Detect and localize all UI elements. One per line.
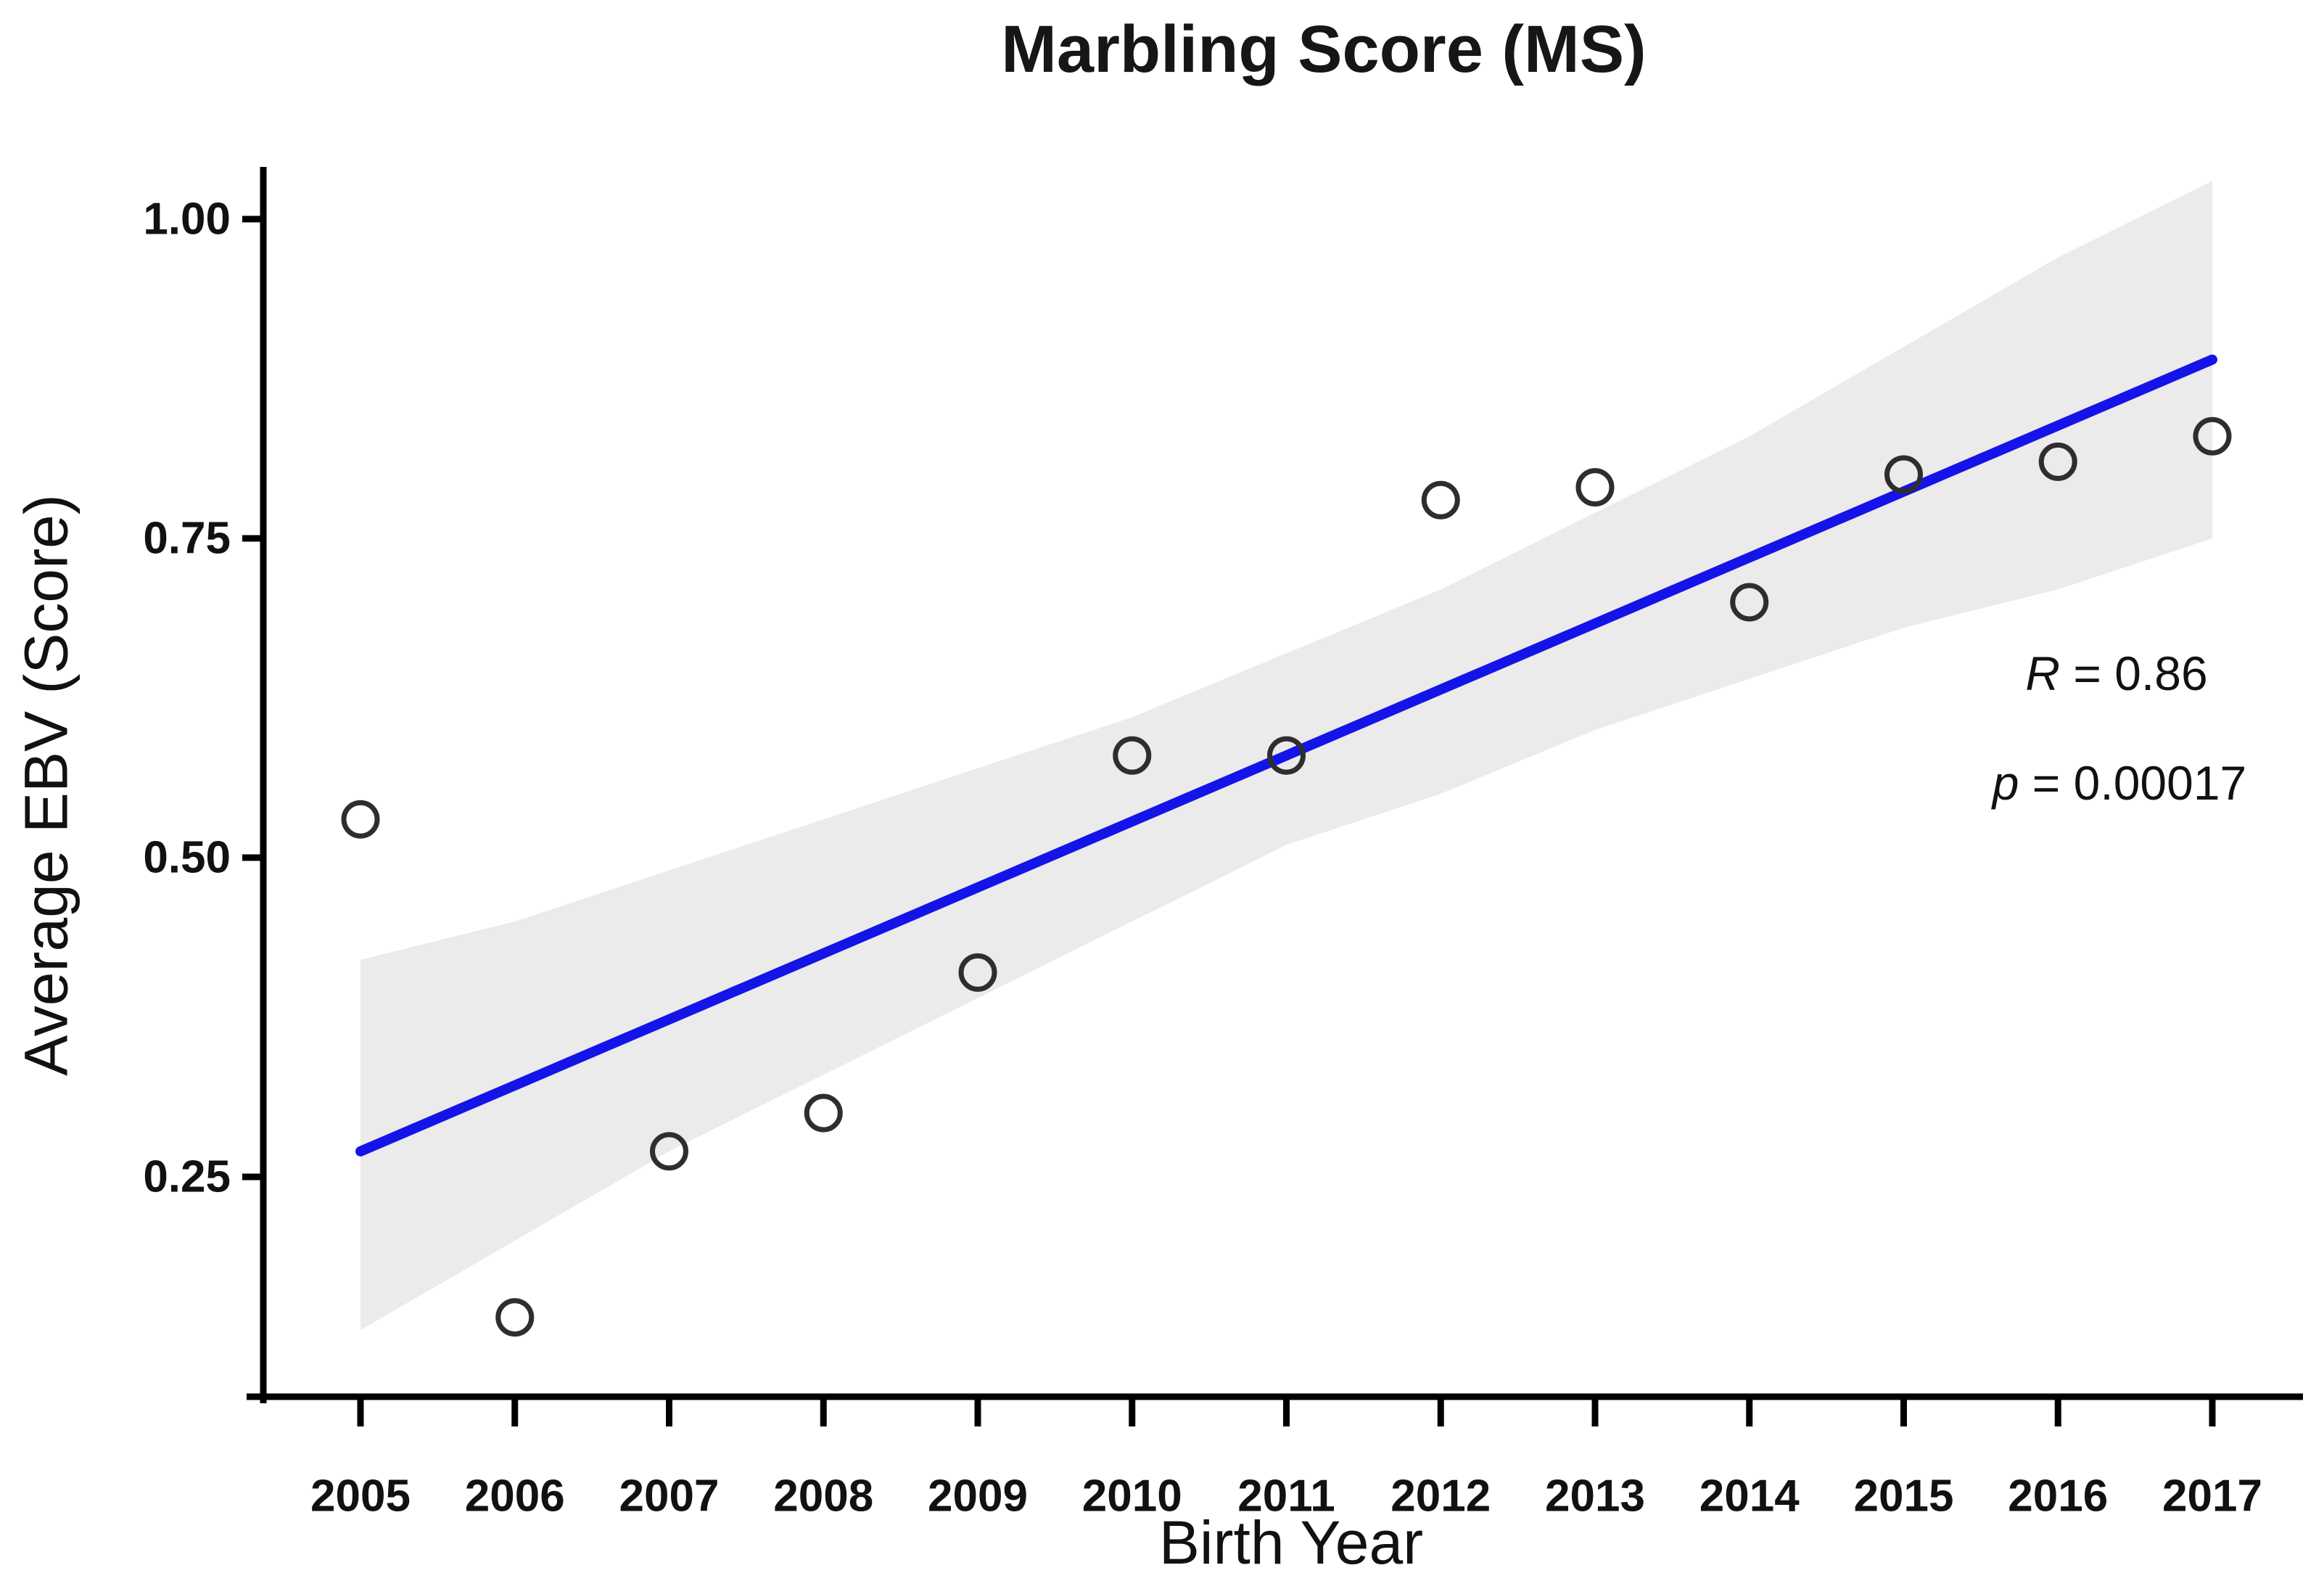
- r-value: = 0.86: [2060, 646, 2208, 700]
- x-tick-label: 2011: [1237, 1471, 1335, 1522]
- chart-title: Marbling Score (MS): [1001, 12, 1647, 86]
- pvalue-annotation: p = 0.00017: [1993, 755, 2247, 810]
- y-tick-label: 1.00: [143, 194, 231, 245]
- data-point: [958, 953, 997, 992]
- data-point: [1575, 468, 1615, 507]
- x-tick-label: 2016: [2008, 1471, 2108, 1522]
- data-point: [341, 800, 380, 839]
- x-tick-label: 2013: [1545, 1471, 1645, 1522]
- data-point: [2038, 442, 2077, 481]
- regression-line: [355, 354, 2217, 1157]
- x-tick-label: 2015: [1854, 1471, 1954, 1522]
- data-point: [650, 1132, 688, 1171]
- x-tick-label: 2005: [310, 1471, 411, 1522]
- data-point: [495, 1298, 535, 1337]
- p-value: = 0.00017: [2019, 756, 2247, 810]
- y-tick-label: 0.75: [143, 514, 231, 564]
- x-tick-label: 2008: [773, 1471, 873, 1522]
- p-symbol: p: [1992, 756, 2019, 810]
- y-tick-label: 0.50: [143, 833, 231, 883]
- x-tick-label: 2014: [1699, 1471, 1800, 1522]
- x-tick-label: 2006: [465, 1471, 565, 1522]
- data-point: [1113, 736, 1152, 775]
- x-tick-label: 2007: [619, 1471, 720, 1522]
- x-tick-label: 2009: [928, 1471, 1028, 1522]
- data-point: [1884, 455, 1923, 494]
- data-point: [2193, 416, 2232, 456]
- r-symbol: R: [2025, 646, 2060, 700]
- data-point: [1730, 583, 1769, 622]
- x-tick-label: 2017: [2162, 1471, 2262, 1522]
- correlation-annotation: R = 0.86: [2025, 646, 2207, 701]
- data-point: [804, 1093, 843, 1133]
- y-tick-label: 0.25: [143, 1152, 231, 1202]
- x-axis-label: Birth Year: [1158, 1508, 1424, 1577]
- data-point: [1267, 736, 1306, 775]
- x-tick-label: 2010: [1082, 1471, 1182, 1522]
- data-point: [1421, 480, 1460, 520]
- x-tick-label: 2012: [1390, 1471, 1491, 1522]
- y-axis-label: Average EBV (Score): [12, 494, 81, 1076]
